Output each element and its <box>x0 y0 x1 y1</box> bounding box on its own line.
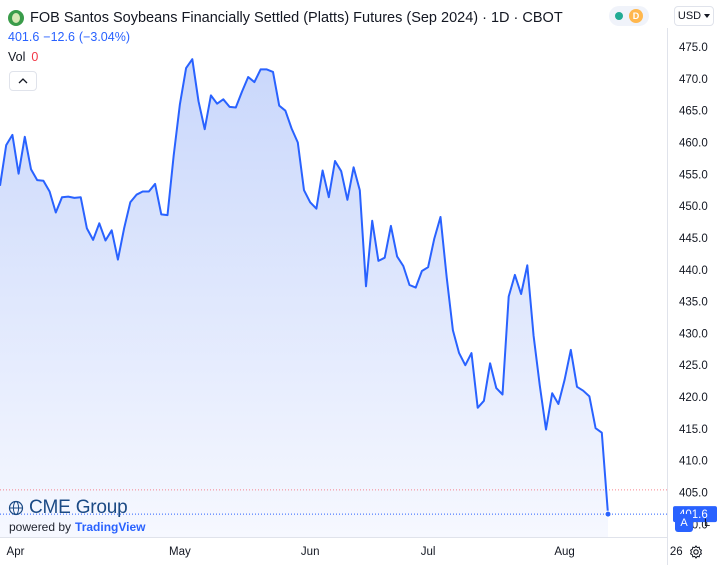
y-tick-label: 460.0 <box>679 138 708 150</box>
last-price-point <box>604 510 612 518</box>
y-tick-label: 425.0 <box>679 360 708 372</box>
y-tick-label: 430.0 <box>679 328 708 340</box>
gear-icon <box>689 545 703 559</box>
market-open-dot <box>615 12 623 20</box>
cme-group-text: CME Group <box>29 497 128 518</box>
x-tick-label: May <box>169 546 191 558</box>
soybean-icon <box>8 10 24 26</box>
price-area-fill <box>0 59 608 537</box>
price-readout: 401.6 −12.6 (−3.04%) <box>8 30 130 44</box>
x-tick-label: Jul <box>421 546 436 558</box>
y-tick-label: 410.0 <box>679 456 708 468</box>
tradingview-link[interactable]: TradingView <box>75 520 146 534</box>
powered-by-tradingview[interactable]: powered by TradingView <box>9 520 146 534</box>
x-tick-label: Aug <box>554 546 574 558</box>
y-tick-label: 440.0 <box>679 265 708 277</box>
y-tick-label: 405.0 <box>679 487 708 499</box>
chevron-down-icon <box>704 14 711 18</box>
market-status-badge[interactable]: D <box>609 6 649 26</box>
powered-by-label: powered by <box>9 520 72 534</box>
chart-settings-button[interactable] <box>687 543 705 561</box>
x-tick-label: Apr <box>7 546 25 558</box>
axes: 475.0 470.0 465.0 460.0 455.0 450.0 445.0 440.0… <box>0 28 717 565</box>
y-tick-label: 475.0 <box>679 42 708 54</box>
cme-globe-icon <box>8 500 24 516</box>
y-tick-label: 420.0 <box>679 392 708 404</box>
chart-legend-header: FOB Santos Soybeans Financially Settled … <box>8 7 563 29</box>
x-tick-label: Jun <box>301 546 320 558</box>
y-tick-label: 435.0 <box>679 297 708 309</box>
cme-group-logo[interactable]: CME Group <box>8 497 128 519</box>
volume-readout: Vol 0 <box>8 50 38 64</box>
y-tick-label: 455.0 <box>679 169 708 181</box>
price-change: −12.6 <box>43 30 75 44</box>
price-series-line <box>0 58 609 515</box>
y-tick-label: 465.0 <box>679 106 708 118</box>
log-scale-button[interactable]: L <box>703 517 711 529</box>
price-change-percent: (−3.04%) <box>78 30 130 44</box>
chevron-up-icon <box>18 78 28 84</box>
last-price: 401.6 <box>8 30 40 44</box>
currency-selector[interactable]: USD <box>674 6 714 26</box>
delayed-data-badge: D <box>629 9 643 23</box>
volume-label: Vol <box>8 50 26 64</box>
symbol-title[interactable]: FOB Santos Soybeans Financially Settled … <box>30 10 563 26</box>
x-tick-label: 26 <box>670 546 683 558</box>
collapse-legend-button[interactable] <box>9 71 37 91</box>
currency-label: USD <box>677 10 702 22</box>
plot-area <box>0 28 667 537</box>
auto-scale-button[interactable]: A <box>675 514 693 532</box>
y-tick-label: 445.0 <box>679 233 708 245</box>
volume-value: 0 <box>31 50 39 64</box>
y-tick-label: 450.0 <box>679 201 708 213</box>
y-tick-label: 470.0 <box>679 74 708 86</box>
y-tick-label: 415.0 <box>679 424 708 436</box>
